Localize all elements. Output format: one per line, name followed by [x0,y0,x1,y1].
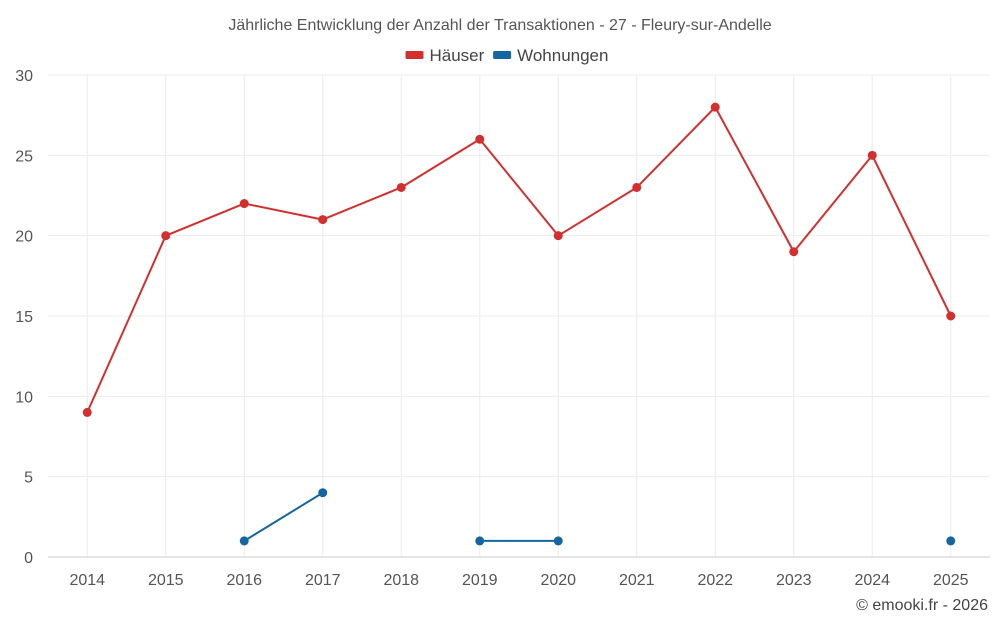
x-tick-label: 2023 [776,572,812,589]
data-point[interactable] [553,231,563,241]
data-point[interactable] [161,231,171,241]
x-tick-label: 2024 [854,572,890,589]
x-tick-label: 2017 [305,572,341,589]
data-point[interactable] [396,182,406,192]
data-point[interactable] [318,488,328,498]
series-line-segment [86,234,167,414]
y-tick-label: 30 [15,68,33,85]
x-tick-label: 2016 [226,572,262,589]
series-1 [239,488,956,546]
x-tick-label: 2021 [619,572,655,589]
data-point[interactable] [318,215,328,225]
series-0 [82,102,956,417]
series-line-segment [321,186,403,221]
legend-item[interactable]: Wohnungen [493,46,608,65]
credit-text: © emooki.fr - 2026 [856,597,988,614]
series-line-segment [792,154,874,253]
series-line-segment [557,186,638,237]
legend-label: Häuser [430,46,485,65]
x-tick-label: 2015 [148,572,184,589]
legend-swatch [493,51,512,59]
y-tick-label: 25 [15,148,33,165]
data-point[interactable] [867,150,877,160]
series-line-segment [400,138,481,189]
data-point[interactable] [632,182,642,192]
y-tick-label: 5 [24,470,33,487]
x-axis: 2014 2015 2016 2017 2018 2019 2020 2021 2022 2023… [48,556,990,589]
series-line-segment [635,106,717,189]
series-line-segment [164,202,246,237]
y-tick-label: 15 [15,309,33,326]
data-point[interactable] [553,536,563,546]
legend: Häuser Wohnungen [405,46,608,65]
data-point[interactable] [946,536,956,546]
x-tick-label: 2019 [462,572,498,589]
x-tick-label: 2018 [383,572,419,589]
data-point[interactable] [82,407,92,417]
legend-item[interactable]: Häuser [405,46,485,65]
data-point[interactable] [239,536,249,546]
data-point[interactable] [946,311,956,321]
series-line-segment [871,154,952,317]
series-line-segment [243,491,324,542]
series-layer [82,102,956,546]
data-point[interactable] [789,247,799,257]
y-axis: 0 5 10 15 20 25 30 [15,68,33,567]
x-tick-label: 2022 [697,572,733,589]
series-line-segment [714,106,795,253]
series-line-segment [478,138,560,237]
chart-title: Jährliche Entwicklung der Anzahl der Tra… [228,17,771,34]
data-point[interactable] [475,134,485,144]
data-point[interactable] [710,102,720,112]
x-tick-label: 2025 [933,572,969,589]
y-tick-label: 0 [24,550,33,567]
y-tick-label: 20 [15,229,33,246]
y-tick-label: 10 [15,389,33,406]
x-tick-label: 2014 [69,572,105,589]
x-tick-label: 2020 [540,572,576,589]
legend-label: Wohnungen [517,46,608,65]
legend-swatch [405,51,424,59]
grid-lines [48,74,990,558]
data-point[interactable] [475,536,485,546]
series-line-segment [243,202,324,221]
data-point[interactable] [239,199,249,209]
